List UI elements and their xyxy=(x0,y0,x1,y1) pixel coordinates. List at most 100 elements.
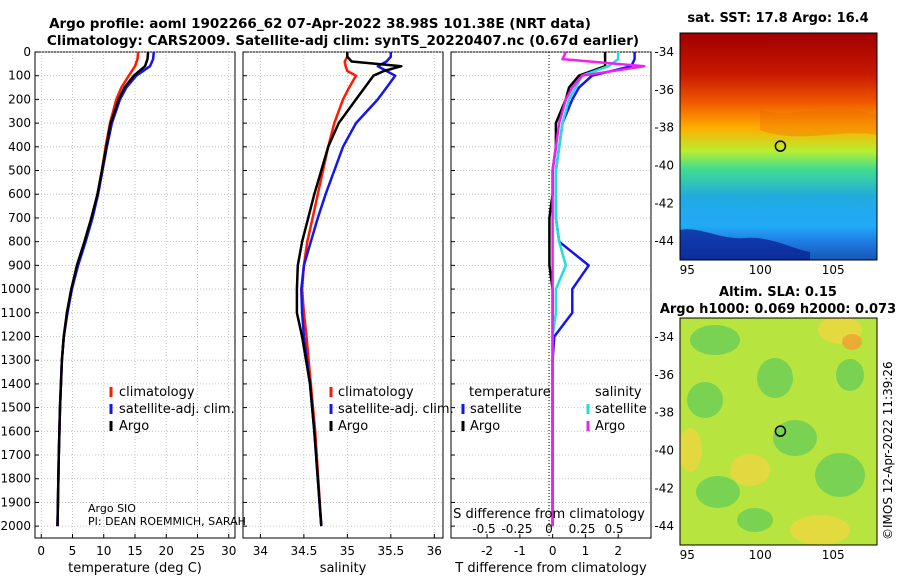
legend-label: Argo xyxy=(338,419,368,434)
x-tick-label: 35.5 xyxy=(377,544,404,558)
salinity-xlabel: salinity xyxy=(320,561,367,576)
x-tick-label: 1 xyxy=(582,544,590,558)
map-y-tick-label: -36 xyxy=(654,83,674,97)
map-x-tick-label: 100 xyxy=(749,263,772,277)
map-y-tick-label: -42 xyxy=(654,481,674,495)
figure-title-line1: Argo profile: aoml 1902266_62 07-Apr-202… xyxy=(49,16,591,32)
x-tick-label: 15 xyxy=(127,544,142,558)
map-y-tick-label: -44 xyxy=(654,519,674,533)
map-y-tick-label: -36 xyxy=(654,368,674,382)
sst-argo-marker xyxy=(774,140,787,152)
salinity-panel-frame xyxy=(242,51,444,539)
figure-title-line2: Climatology: CARS2009. Satellite-adj cli… xyxy=(47,33,639,49)
depth-tick-label: 1600 xyxy=(0,424,31,438)
depth-tick-label: 800 xyxy=(8,235,31,249)
sst-cold-patch xyxy=(680,229,810,260)
temperature-legend: climatology satellite-adj. clim. Argo xyxy=(109,385,235,434)
series-line-salinity-argo xyxy=(551,51,646,527)
sdiff-tick: 0.25 xyxy=(569,522,596,536)
map-y-tick-label: -40 xyxy=(654,443,674,457)
salinity-legend: climatology satellite-adj. clim. Argo xyxy=(329,385,454,434)
profile-lines xyxy=(56,51,646,527)
legend-label: Argo xyxy=(119,419,149,434)
tick-layer: 0 5 10 15 20 25 30 34 34.5 35 35.5 36 -2 -1 0 1 20100200… xyxy=(0,45,622,558)
sst-field xyxy=(680,33,877,260)
map-y-tick-label: -40 xyxy=(654,158,674,172)
legend-label: satellite xyxy=(595,402,647,417)
series-line-argo xyxy=(295,52,403,527)
depth-tick-label: 1000 xyxy=(0,282,31,296)
depth-tick-label: 1400 xyxy=(0,377,31,391)
depth-tick-label: 900 xyxy=(8,258,31,272)
legend-label: satellite xyxy=(470,402,522,417)
series-line-climatology xyxy=(56,51,140,527)
series-line-satellite-adj-clim- xyxy=(300,52,397,527)
sla-lows xyxy=(687,325,865,532)
sla-highs xyxy=(680,318,862,545)
map-x-tick-label: 100 xyxy=(749,548,772,562)
series-line-climatology xyxy=(300,52,358,527)
map-x-tick-label: 95 xyxy=(680,548,695,562)
depth-tick-label: 1200 xyxy=(0,329,31,343)
map-y-tick-label: -34 xyxy=(654,330,674,344)
map-x-tick-label: 105 xyxy=(822,548,845,562)
legend-title-temperature: temperature xyxy=(469,385,551,400)
difference-legend: temperature salinity satellite Argo sate… xyxy=(461,385,647,434)
x-tick-label: 5 xyxy=(69,544,77,558)
sla-heatmap xyxy=(680,318,877,545)
sla-map-title-line1: Altim. SLA: 0.15 xyxy=(719,285,837,300)
depth-tick-label: 0 xyxy=(23,45,31,59)
credit-argo-sio: Argo SIO xyxy=(88,502,136,515)
sdiff-tick: 0.5 xyxy=(604,522,623,536)
sst-map-frame xyxy=(679,32,878,261)
sdiff-tick: -0.5 xyxy=(472,522,495,536)
sla-argo-marker xyxy=(774,425,787,437)
depth-tick-label: 1700 xyxy=(0,448,31,462)
legend-label: Argo xyxy=(470,419,500,434)
sdiff-tick: -0.25 xyxy=(501,522,532,536)
grid-layer xyxy=(35,51,651,538)
map-x-tick-label: 105 xyxy=(822,263,845,277)
x-tick-label: 10 xyxy=(96,544,111,558)
depth-tick-label: 1800 xyxy=(0,472,31,486)
depth-tick-label: 1100 xyxy=(0,306,31,320)
x-tick-label: 30 xyxy=(221,544,236,558)
sla-map-frame xyxy=(679,317,878,546)
sst-heatmap xyxy=(680,33,877,260)
temperature-xlabel: temperature (deg C) xyxy=(68,561,202,576)
x-tick-label: -1 xyxy=(514,544,526,558)
map-y-tick-label: -44 xyxy=(654,234,674,248)
depth-tick-label: 500 xyxy=(8,164,31,178)
difference-panel-frame xyxy=(450,51,652,539)
legend-label: climatology xyxy=(119,385,195,400)
x-tick-label: 35 xyxy=(340,544,355,558)
legend-label: Argo xyxy=(595,419,625,434)
depth-tick-label: 700 xyxy=(8,211,31,225)
depth-tick-label: 200 xyxy=(8,92,31,106)
map-y-tick-label: -38 xyxy=(654,406,674,420)
depth-tick-label: 1900 xyxy=(0,495,31,509)
x-tick-label: 34 xyxy=(253,544,268,558)
x-tick-label: -2 xyxy=(481,544,493,558)
depth-tick-label: 600 xyxy=(8,187,31,201)
depth-tick-label: 100 xyxy=(8,69,31,83)
depth-tick-label: 300 xyxy=(8,116,31,130)
map-x-tick-label: 95 xyxy=(680,263,695,277)
depth-tick-label: 1300 xyxy=(0,353,31,367)
timestamp: ©IMOS 12-Apr-2022 11:39:26 xyxy=(881,361,895,540)
legend-label: climatology xyxy=(338,385,414,400)
legend-label: satellite-adj. clim. xyxy=(338,402,454,417)
difference-xlabel: T difference from climatology xyxy=(454,561,647,576)
depth-tick-label: 2000 xyxy=(0,519,31,533)
x-tick-label: 0 xyxy=(37,544,45,558)
sla-map-title-line2: Argo h1000: 0.069 h2000: 0.073 xyxy=(660,302,896,317)
map-y-tick-label: -38 xyxy=(654,121,674,135)
x-tick-label: 25 xyxy=(190,544,205,558)
sst-map-title: sat. SST: 17.8 Argo: 16.4 xyxy=(687,11,868,26)
difference-top-label: S difference from climatology xyxy=(453,507,645,522)
x-tick-label: 2 xyxy=(614,544,622,558)
depth-tick-label: 400 xyxy=(8,140,31,154)
x-tick-label: 36 xyxy=(427,544,442,558)
depth-tick-label: 1500 xyxy=(0,401,31,415)
